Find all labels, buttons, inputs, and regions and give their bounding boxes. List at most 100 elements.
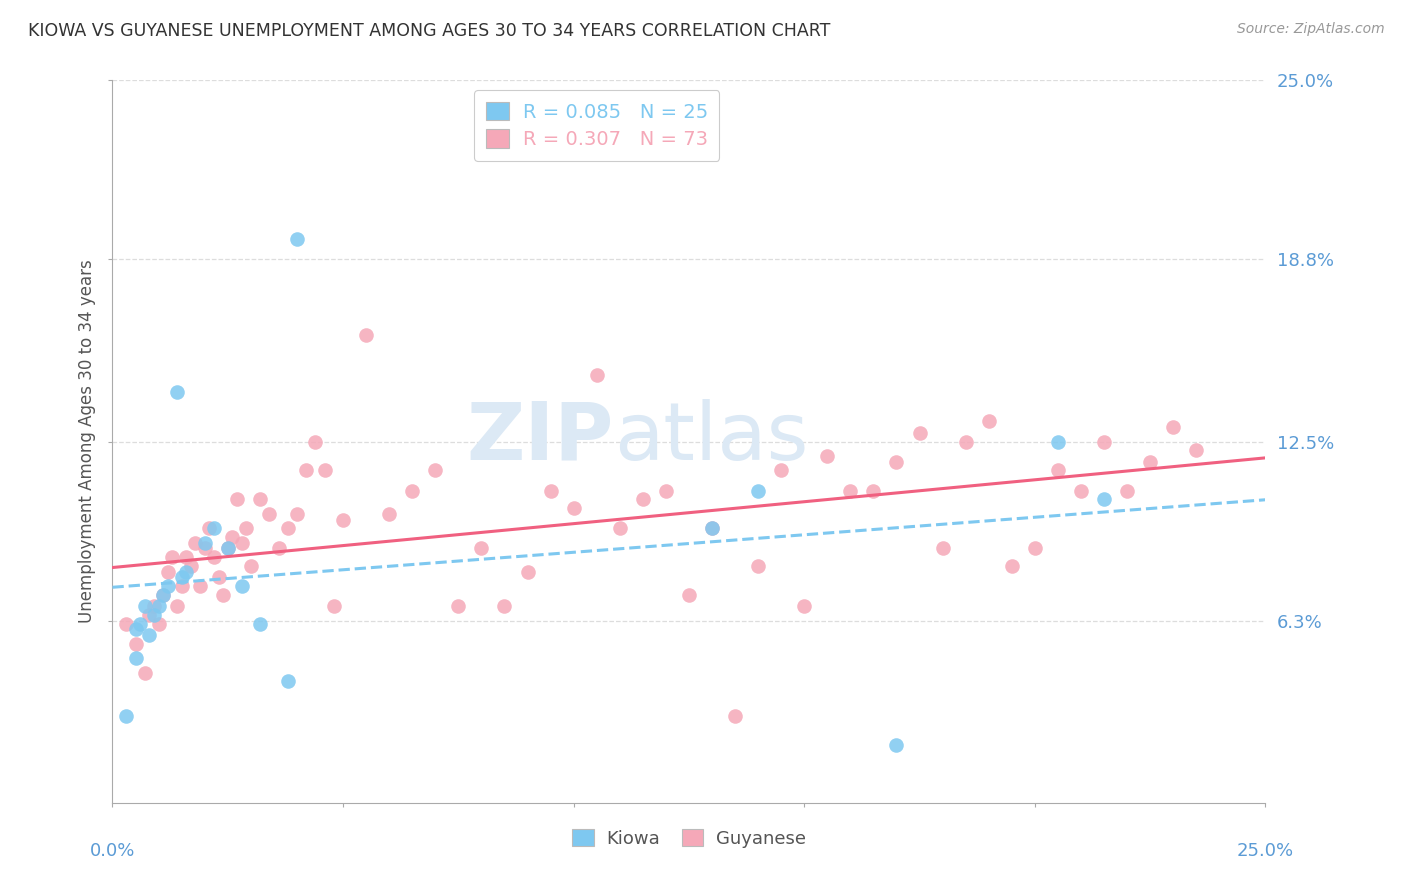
Point bbox=[793, 599, 815, 614]
Point bbox=[886, 738, 908, 752]
Point bbox=[700, 521, 723, 535]
Point bbox=[540, 483, 562, 498]
Point bbox=[143, 599, 166, 614]
Point bbox=[770, 463, 793, 477]
Legend: Kiowa, Guyanese: Kiowa, Guyanese bbox=[565, 822, 813, 855]
Text: Source: ZipAtlas.com: Source: ZipAtlas.com bbox=[1237, 22, 1385, 37]
Point bbox=[148, 616, 170, 631]
Point bbox=[304, 434, 326, 449]
Point bbox=[249, 616, 271, 631]
Point bbox=[194, 541, 217, 556]
Point bbox=[152, 588, 174, 602]
Point bbox=[184, 535, 207, 549]
Point bbox=[115, 616, 138, 631]
Point bbox=[134, 665, 156, 680]
Point bbox=[332, 512, 354, 526]
Text: KIOWA VS GUYANESE UNEMPLOYMENT AMONG AGES 30 TO 34 YEARS CORRELATION CHART: KIOWA VS GUYANESE UNEMPLOYMENT AMONG AGE… bbox=[28, 22, 831, 40]
Point bbox=[815, 449, 838, 463]
Text: ZIP: ZIP bbox=[467, 399, 614, 477]
Point bbox=[129, 616, 152, 631]
Point bbox=[259, 507, 281, 521]
Point bbox=[188, 579, 211, 593]
Point bbox=[516, 565, 538, 579]
Point bbox=[747, 483, 769, 498]
Point bbox=[322, 599, 344, 614]
Point bbox=[170, 570, 193, 584]
Point bbox=[235, 521, 257, 535]
Point bbox=[212, 588, 235, 602]
Point bbox=[231, 535, 253, 549]
Point bbox=[609, 521, 631, 535]
Point bbox=[249, 492, 271, 507]
Point bbox=[148, 599, 170, 614]
Point bbox=[174, 550, 197, 565]
Point bbox=[138, 607, 160, 622]
Point bbox=[277, 521, 299, 535]
Point bbox=[267, 541, 290, 556]
Point bbox=[180, 558, 202, 573]
Point bbox=[221, 530, 243, 544]
Point bbox=[217, 541, 239, 556]
Point bbox=[1092, 492, 1115, 507]
Point bbox=[226, 492, 249, 507]
Point bbox=[862, 483, 884, 498]
Point bbox=[886, 455, 908, 469]
Point bbox=[314, 463, 336, 477]
Point bbox=[156, 565, 179, 579]
Point bbox=[1139, 455, 1161, 469]
Text: 0.0%: 0.0% bbox=[90, 842, 135, 860]
Point bbox=[194, 535, 217, 549]
Point bbox=[231, 579, 253, 593]
Point bbox=[585, 368, 607, 382]
Point bbox=[425, 463, 447, 477]
Point bbox=[908, 425, 931, 440]
Point bbox=[839, 483, 862, 498]
Point bbox=[285, 232, 308, 246]
Point bbox=[447, 599, 470, 614]
Point bbox=[1046, 434, 1069, 449]
Point bbox=[166, 385, 188, 400]
Point bbox=[562, 501, 585, 516]
Point bbox=[166, 599, 188, 614]
Point bbox=[401, 483, 423, 498]
Point bbox=[217, 541, 239, 556]
Point bbox=[931, 541, 953, 556]
Point bbox=[1161, 420, 1184, 434]
Point bbox=[202, 550, 225, 565]
Point bbox=[174, 565, 197, 579]
Point bbox=[202, 521, 225, 535]
Point bbox=[277, 674, 299, 689]
Point bbox=[655, 483, 678, 498]
Point bbox=[470, 541, 492, 556]
Point bbox=[1092, 434, 1115, 449]
Point bbox=[747, 558, 769, 573]
Point bbox=[162, 550, 184, 565]
Point bbox=[354, 327, 377, 342]
Text: atlas: atlas bbox=[614, 399, 808, 477]
Point bbox=[124, 623, 146, 637]
Point bbox=[124, 651, 146, 665]
Point bbox=[143, 607, 166, 622]
Point bbox=[1024, 541, 1046, 556]
Point bbox=[115, 709, 138, 723]
Point bbox=[631, 492, 654, 507]
Point bbox=[1116, 483, 1139, 498]
Point bbox=[977, 414, 1000, 428]
Point bbox=[378, 507, 401, 521]
Point bbox=[700, 521, 723, 535]
Point bbox=[156, 579, 179, 593]
Point bbox=[152, 588, 174, 602]
Point bbox=[239, 558, 262, 573]
Point bbox=[295, 463, 318, 477]
Point bbox=[678, 588, 700, 602]
Y-axis label: Unemployment Among Ages 30 to 34 years: Unemployment Among Ages 30 to 34 years bbox=[77, 260, 96, 624]
Point bbox=[124, 637, 146, 651]
Point bbox=[138, 628, 160, 642]
Point bbox=[955, 434, 977, 449]
Point bbox=[207, 570, 229, 584]
Point bbox=[724, 709, 747, 723]
Point bbox=[1046, 463, 1069, 477]
Point bbox=[170, 579, 193, 593]
Point bbox=[134, 599, 156, 614]
Point bbox=[1185, 443, 1208, 458]
